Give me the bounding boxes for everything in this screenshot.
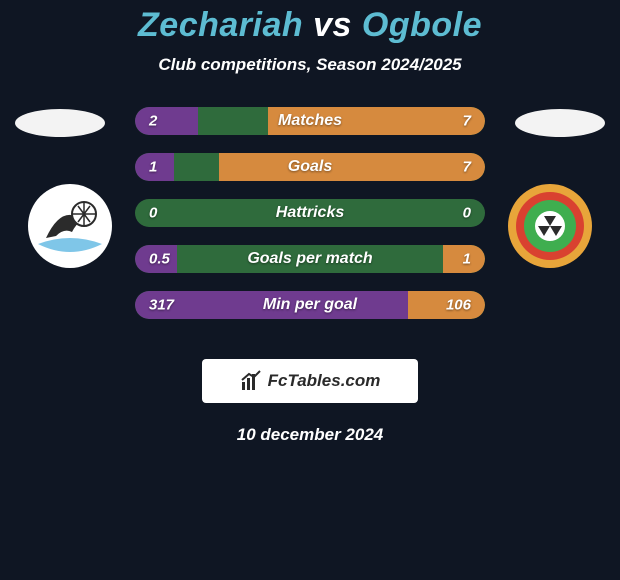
left-country-ellipse <box>15 109 105 137</box>
bar-label: Goals <box>288 158 332 176</box>
left-club-logo <box>28 184 112 268</box>
right-country-ellipse <box>515 109 605 137</box>
bar-left-fill <box>135 107 198 135</box>
bar-left-value: 0 <box>149 205 157 222</box>
page-title: Zechariah vs Ogbole <box>0 0 620 45</box>
bar-left-value: 1 <box>149 159 157 176</box>
stat-row: 2 7 Matches <box>135 107 485 135</box>
generation-date: 10 december 2024 <box>0 425 620 445</box>
bar-left-value: 0.5 <box>149 251 170 268</box>
title-right-player: Ogbole <box>362 6 482 44</box>
dolphin-club-icon <box>28 184 112 268</box>
kwara-club-icon <box>508 184 592 268</box>
stat-row: 0.5 1 Goals per match <box>135 245 485 273</box>
stat-row: 1 7 Goals <box>135 153 485 181</box>
bar-left-value: 317 <box>149 297 174 314</box>
title-left-player: Zechariah <box>138 6 303 44</box>
bar-right-value: 7 <box>463 113 471 130</box>
bar-right-value: 1 <box>463 251 471 268</box>
bar-right-value: 0 <box>463 205 471 222</box>
bar-left-value: 2 <box>149 113 157 130</box>
stat-bars: 2 7 Matches 1 7 Goals 0 0 Hattricks 0.5 1 Goals per… <box>135 107 485 337</box>
bar-label: Min per goal <box>263 296 357 314</box>
brand-text: FcTables.com <box>268 371 381 391</box>
title-vs: vs <box>313 6 352 44</box>
brand-box[interactable]: FcTables.com <box>202 359 418 403</box>
bar-right-value: 7 <box>463 159 471 176</box>
brand-chart-icon <box>240 370 262 392</box>
stat-row: 317 106 Min per goal <box>135 291 485 319</box>
page-subtitle: Club competitions, Season 2024/2025 <box>0 55 620 75</box>
comparison-content: 2 7 Matches 1 7 Goals 0 0 Hattricks 0.5 1 Goals per… <box>0 109 620 349</box>
comparison-page: Zechariah vs Ogbole Club competitions, S… <box>0 0 620 580</box>
bar-label: Matches <box>278 112 342 130</box>
stat-row: 0 0 Hattricks <box>135 199 485 227</box>
right-club-logo <box>508 184 592 268</box>
bar-right-value: 106 <box>446 297 471 314</box>
bar-label: Goals per match <box>247 250 372 268</box>
bar-label: Hattricks <box>276 204 344 222</box>
bar-right-fill <box>219 153 485 181</box>
